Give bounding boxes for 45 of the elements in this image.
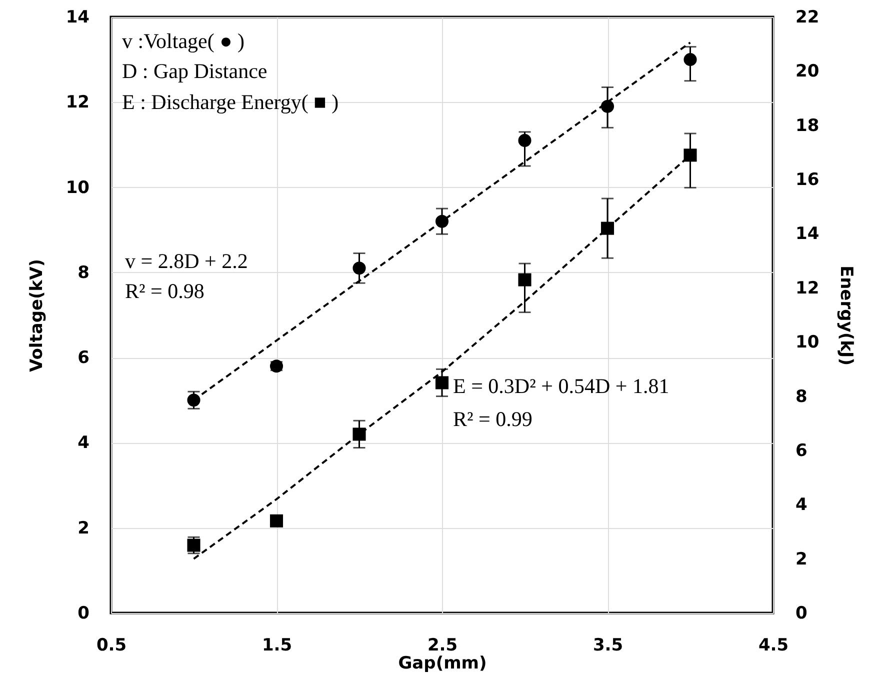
y-tick-label: 10 <box>66 178 90 198</box>
y2-tick-label: 6 <box>796 440 808 461</box>
x-axis-title: Gap(mm) <box>398 654 487 674</box>
y2-tick-label: 18 <box>796 116 820 136</box>
y-tick-label: 8 <box>78 262 90 283</box>
y2-tick-label: 14 <box>796 224 820 244</box>
y2-axis-title: Energy(kJ) <box>836 265 856 366</box>
y2-tick-label: 10 <box>796 332 820 353</box>
annotation: R² = 0.98 <box>125 279 204 303</box>
x-tick-label: 0.5 <box>96 636 127 656</box>
annotation: v = 2.8D + 2.2 <box>125 249 248 273</box>
y-tick-label: 4 <box>78 433 90 454</box>
y2-tick-label: 8 <box>796 386 808 407</box>
point <box>684 148 697 162</box>
point <box>187 394 200 407</box>
point <box>684 53 697 66</box>
y-tick-label: 12 <box>66 92 90 113</box>
point <box>352 262 366 275</box>
y-tick-label: 6 <box>78 348 90 368</box>
annotation: E : Discharge Energy( ■ ) <box>122 90 339 114</box>
y2-tick-label: 20 <box>796 62 820 82</box>
x-tick-label: 1.5 <box>262 636 292 656</box>
y-tick-label: 14 <box>66 8 90 28</box>
y-tick-label: 2 <box>78 518 90 538</box>
x-tick-label: 3.5 <box>592 636 624 656</box>
point <box>518 134 532 147</box>
y2-tick-label: 2 <box>796 549 808 570</box>
annotation: D : Gap Distance <box>122 59 268 83</box>
x-tick-label: 4.5 <box>758 636 789 656</box>
y2-tick-label: 0 <box>796 604 808 624</box>
x-tick-label: 2.5 <box>427 636 458 656</box>
point <box>270 514 284 528</box>
point <box>518 273 532 286</box>
y-axis-title: Voltage(kV) <box>26 258 47 372</box>
annotation: R² = 0.99 <box>453 407 532 431</box>
y2-tick-label: 16 <box>796 170 820 190</box>
point <box>435 376 449 390</box>
annotation: E = 0.3D² + 0.54D + 1.81 <box>453 374 670 398</box>
annotation: v :Voltage( ● ) <box>122 29 245 53</box>
y2-tick-label: 4 <box>796 495 808 516</box>
y2-tick-label: 22 <box>796 8 820 28</box>
y2-tick-label: 12 <box>796 278 820 298</box>
point <box>352 428 366 441</box>
y-tick-label: 0 <box>78 604 90 624</box>
point <box>187 538 200 552</box>
